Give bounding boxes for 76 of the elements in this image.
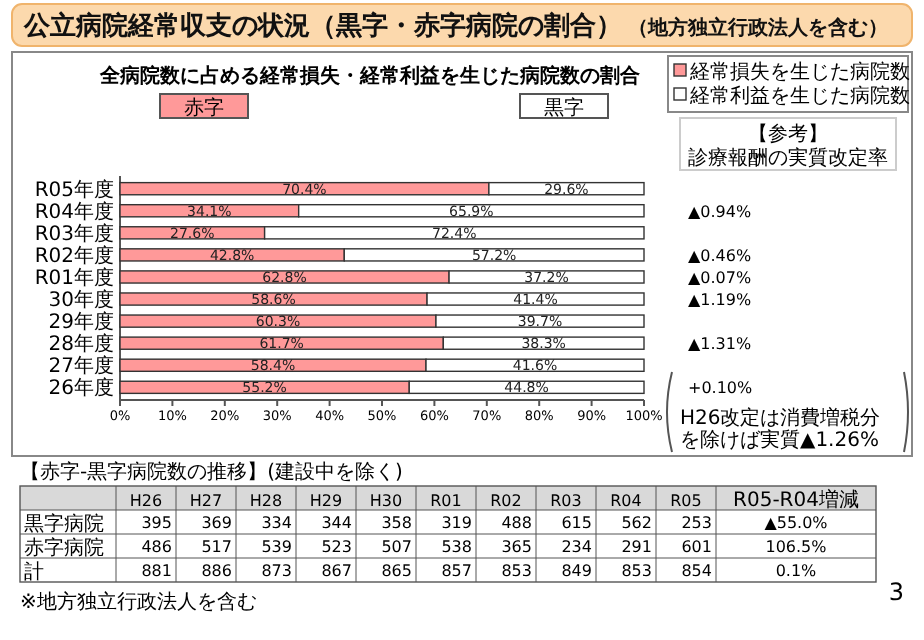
text: 234	[561, 538, 592, 556]
text: 486	[141, 538, 172, 556]
legend-label: 経常利益を生じた病院数	[688, 84, 910, 108]
text: 886	[201, 562, 232, 580]
y-tick-label: R02年度	[34, 243, 114, 268]
text: 黒字病院	[24, 512, 104, 536]
legend-label: 経常損失を生じた病院数	[688, 60, 910, 84]
text: 853	[501, 562, 532, 580]
text: 523	[321, 538, 352, 556]
text: 517	[201, 538, 232, 556]
y-tick-label: 27年度	[48, 354, 114, 379]
text: ▲0.46%	[688, 246, 752, 265]
text: ▲0.07%	[688, 268, 752, 287]
text: ※地方独立行政法人を含む	[20, 590, 257, 614]
text: H27	[189, 492, 223, 510]
text: 0.1%	[775, 562, 818, 580]
text: 873	[261, 562, 292, 580]
y-tick-label: 29年度	[48, 310, 114, 335]
text: 106.5%	[765, 538, 828, 556]
text: 507	[381, 538, 412, 556]
text: 601	[681, 538, 712, 556]
text: ▲0.94%	[688, 202, 752, 221]
text: 857	[441, 562, 472, 580]
text: ▲1.19%	[688, 291, 752, 310]
text: 865	[381, 562, 412, 580]
y-tick-label: 30年度	[48, 288, 114, 313]
text: 253	[681, 514, 712, 532]
text: 369	[201, 514, 232, 532]
y-tick-label: 26年度	[48, 376, 114, 401]
text: 291	[621, 538, 652, 556]
text: 539	[261, 538, 292, 556]
text: 赤字病院	[24, 536, 104, 560]
text: 562	[621, 514, 652, 532]
text: 診療報酬の実質改定率	[688, 146, 888, 170]
text: H26	[129, 492, 163, 510]
text: R01	[430, 492, 462, 510]
text: 計	[24, 560, 44, 584]
chart-title: 公立病院経常収支の状況（黒字・赤字病院の割合）	[24, 12, 622, 42]
y-tick-label: R05年度	[34, 177, 114, 202]
text: 365	[501, 538, 532, 556]
text: 319	[441, 514, 472, 532]
text: R05-R04増減	[733, 488, 859, 512]
text: 358	[381, 514, 412, 532]
y-tick-label: R04年度	[34, 199, 114, 224]
text: ▲1.31%	[688, 335, 752, 354]
text: 【参考】	[748, 122, 828, 146]
text: H30	[369, 492, 403, 510]
text: 赤字	[184, 96, 224, 120]
text: R02	[490, 492, 522, 510]
text: H28	[249, 492, 283, 510]
text: 615	[561, 514, 592, 532]
text: （地方独立行政法人を含む）	[628, 16, 888, 40]
text: R05	[670, 492, 702, 510]
y-tick-label: 28年度	[48, 332, 114, 357]
text: R03	[550, 492, 582, 510]
y-tick-label: R01年度	[34, 265, 114, 290]
text: 黒字	[544, 96, 584, 120]
text: 【赤字-黒字病院数の推移】(建設中を除く)	[20, 460, 404, 484]
text: +0.10%	[688, 379, 754, 398]
text: 881	[141, 562, 172, 580]
text: H26改定は消費増税分を除けば実質▲1.26%	[680, 406, 881, 452]
text: 854	[681, 562, 712, 580]
text: 全病院数に占める経常損失・経常利益を生じた病院数の割合	[98, 64, 642, 88]
y-tick-label: R03年度	[34, 221, 114, 246]
text: 344	[321, 514, 352, 532]
text: ▲55.0%	[764, 514, 829, 532]
text: 849	[561, 562, 592, 580]
text: 334	[261, 514, 292, 532]
text: 867	[321, 562, 352, 580]
text: R04	[610, 492, 642, 510]
text: 3	[888, 578, 904, 606]
text: 538	[441, 538, 472, 556]
text: 395	[141, 514, 172, 532]
text: H29	[309, 492, 343, 510]
text: 488	[501, 514, 532, 532]
text: 853	[621, 562, 652, 580]
